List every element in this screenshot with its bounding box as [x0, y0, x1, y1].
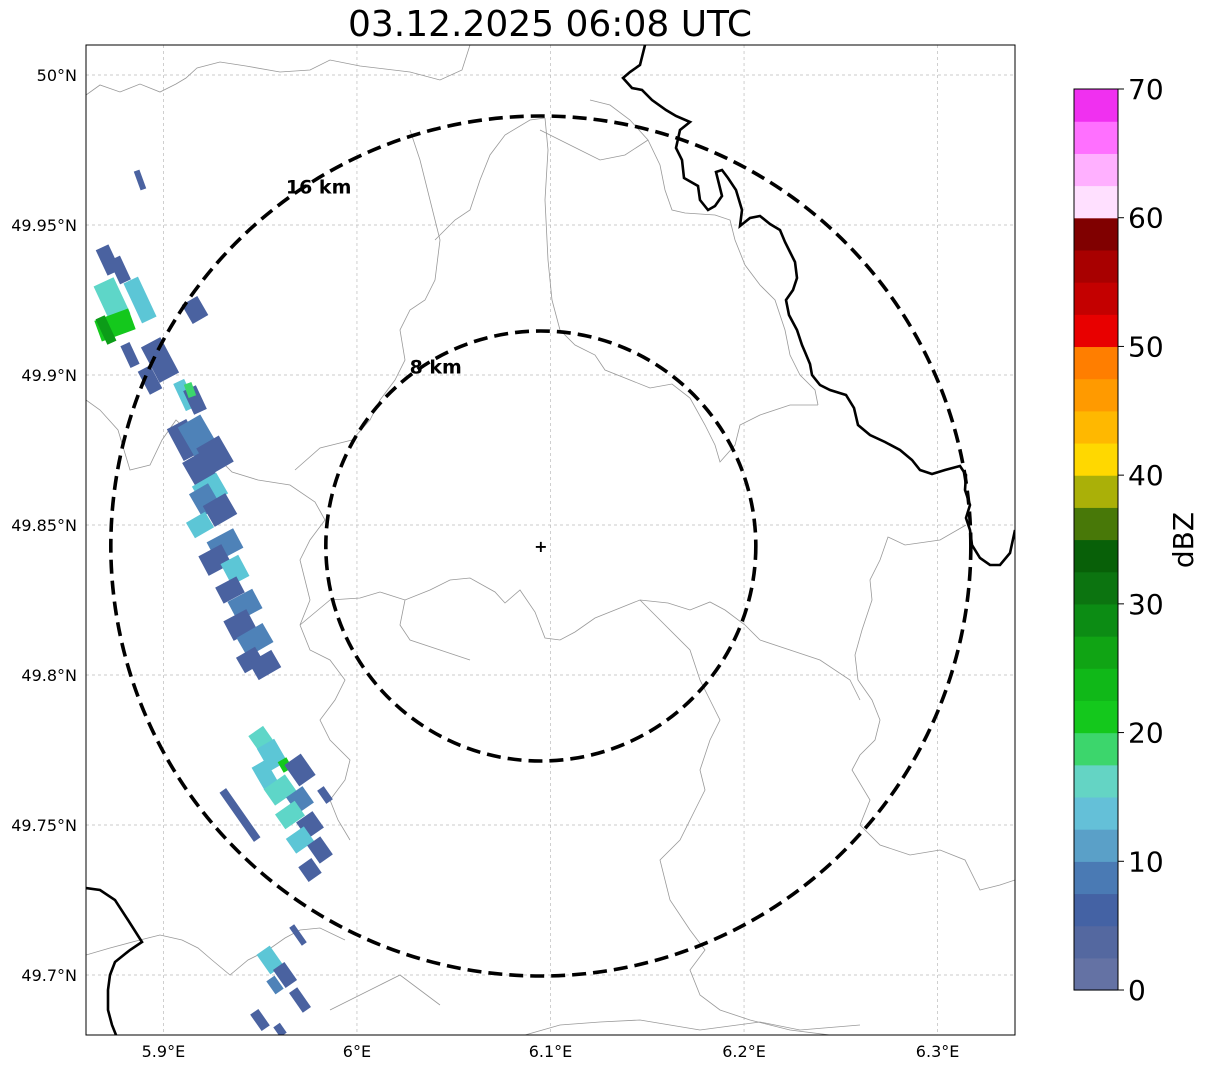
echo-cell — [285, 826, 315, 854]
colorbar-swatch — [1074, 249, 1118, 283]
echo-cell — [235, 646, 265, 674]
map-frame — [85, 44, 1016, 1036]
colorbar-swatch — [1074, 571, 1118, 605]
colorbar-swatch — [1074, 539, 1118, 573]
colorbar-swatch — [1074, 957, 1118, 991]
axis-ticks: 5.9°E 6°E 6.1°E 6.2°E 6.3°E 49.7°N 49.75°N 49.8… — [11, 66, 959, 1061]
colorbar-swatch — [1074, 925, 1118, 959]
y-tick-label: 49.7°N — [21, 966, 77, 985]
colorbar-swatch — [1074, 185, 1118, 219]
colorbar-tick-label: 60 — [1128, 202, 1164, 235]
colorbar-tick-label: 0 — [1128, 974, 1146, 1007]
colorbar-swatch — [1074, 603, 1118, 637]
echo-cell — [140, 337, 180, 383]
colorbar-swatch — [1074, 410, 1118, 444]
colorbar-swatch — [1074, 153, 1118, 187]
echo-cell — [215, 576, 245, 604]
echo-cell — [133, 169, 147, 191]
x-tick-label: 6.3°E — [916, 1042, 960, 1061]
echo-cell — [307, 836, 333, 864]
colorbar-swatch — [1074, 475, 1118, 508]
echo-cell — [137, 365, 163, 395]
colorbar-tick-label: 10 — [1128, 845, 1164, 878]
echo-cell — [109, 255, 131, 285]
colorbar-swatch — [1074, 89, 1118, 122]
echo-cell — [250, 1008, 270, 1032]
echo-cell — [183, 382, 197, 398]
echo-cell — [227, 588, 263, 622]
colorbar-swatch — [1074, 796, 1118, 830]
echo-cell — [317, 786, 333, 804]
colorbar-tick-label: 40 — [1128, 459, 1164, 492]
colorbar-swatch — [1074, 507, 1118, 541]
colorbar-tick-label: 20 — [1128, 717, 1164, 750]
colorbar-swatch — [1074, 282, 1118, 315]
echo-cell — [219, 788, 261, 842]
colorbar-swatch — [1074, 829, 1118, 862]
echo-cell — [298, 858, 322, 882]
range-ring — [109, 114, 973, 978]
echo-cell — [284, 753, 316, 787]
range-ring — [324, 329, 758, 763]
colorbar-swatch — [1074, 893, 1118, 927]
y-tick-label: 50°N — [37, 66, 77, 85]
echo-cell — [236, 622, 274, 658]
y-tick-label: 49.75°N — [11, 816, 77, 835]
echo-cell — [202, 493, 238, 527]
y-tick-label: 49.95°N — [11, 216, 77, 235]
radar-echoes — [93, 169, 333, 1035]
colorbar-swatch — [1074, 121, 1118, 154]
colorbar-swatch — [1074, 346, 1118, 380]
gridlines — [86, 45, 1015, 1035]
range-ring-label: 8 km — [410, 357, 462, 379]
y-tick-label: 49.9°N — [21, 366, 77, 385]
x-tick-label: 6.2°E — [722, 1042, 766, 1061]
chart-title: 03.12.2025 06:08 UTC — [347, 4, 753, 45]
colorbar-swatch — [1074, 700, 1118, 734]
colorbar-swatch — [1074, 668, 1118, 701]
y-tick-label: 49.85°N — [11, 516, 77, 535]
boundary-lines — [86, 45, 1015, 1035]
range-rings: 8 km 16 km + — [109, 114, 973, 978]
echo-cell — [266, 975, 284, 995]
echo-cell — [256, 945, 284, 975]
range-ring-label: 16 km — [286, 176, 352, 198]
echo-cell — [275, 800, 305, 830]
colorbar-swatch — [1074, 378, 1118, 412]
echo-cell — [289, 987, 311, 1013]
colorbar-tick-label: 70 — [1128, 73, 1164, 106]
y-tick-label: 49.8°N — [21, 666, 77, 685]
echo-cell — [273, 1022, 287, 1035]
colorbar-swatch — [1074, 217, 1118, 251]
colorbar-frame — [1073, 88, 1119, 991]
colorbar-label: dBZ — [1167, 512, 1200, 568]
colorbar-swatch — [1074, 861, 1118, 895]
x-tick-label: 5.9°E — [142, 1042, 186, 1061]
echo-cell — [95, 315, 117, 345]
echo-cell — [120, 342, 140, 368]
x-tick-label: 6°E — [343, 1042, 371, 1061]
colorbar-swatch — [1074, 314, 1118, 348]
echo-cell — [289, 924, 307, 946]
colorbar-tick-label: 30 — [1128, 588, 1164, 621]
colorbar-swatch — [1074, 764, 1118, 798]
echo-cell — [123, 276, 157, 324]
colorbar-swatch — [1074, 442, 1118, 476]
colorbar-swatch — [1074, 732, 1118, 766]
echo-cell — [248, 649, 282, 681]
echo-cell — [272, 961, 298, 989]
colorbar: 0 10 20 30 40 50 60 70 dBZ — [1073, 73, 1200, 1007]
echo-cell — [251, 759, 279, 791]
echo-cell — [220, 554, 250, 586]
colorbar-swatch — [1074, 636, 1118, 669]
x-tick-label: 6.1°E — [529, 1042, 573, 1061]
radar-site-marker: + — [534, 537, 547, 556]
echo-cell — [181, 295, 209, 325]
echo-cell — [185, 511, 215, 539]
colorbar-tick-label: 50 — [1128, 330, 1164, 363]
echo-cell — [263, 774, 297, 806]
